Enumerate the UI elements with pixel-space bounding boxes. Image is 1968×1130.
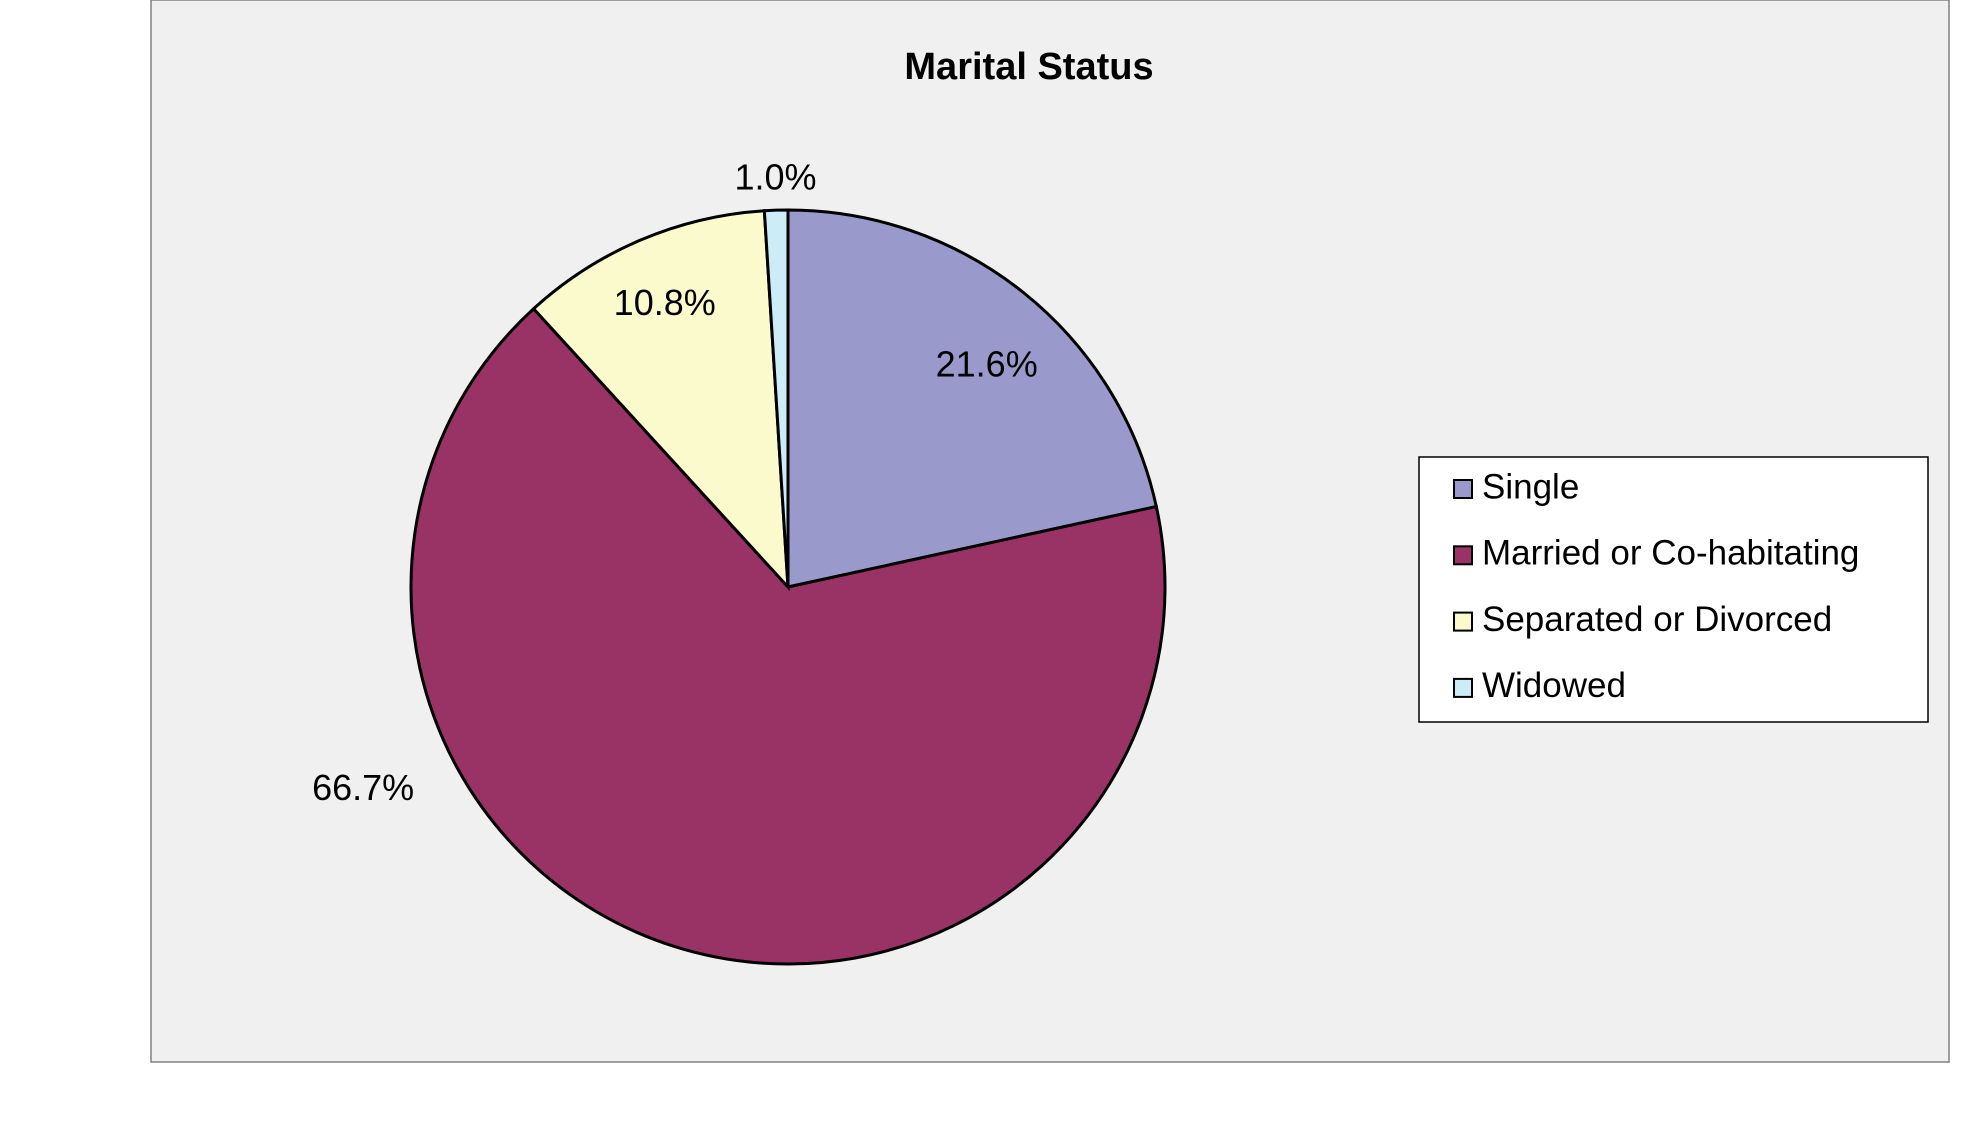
pie-slice: [409, 306, 1167, 966]
legend-label: Separated or Divorced: [1482, 600, 1832, 639]
legend: [1418, 456, 1929, 723]
pie-slice: [531, 209, 790, 592]
legend-swatch: [1453, 677, 1473, 698]
pie-slice: [762, 208, 790, 588]
chart-title: Marital Status: [904, 46, 1153, 88]
legend-swatch: [1453, 611, 1473, 632]
pie-slice: [786, 208, 1159, 589]
legend-label: Single: [1482, 467, 1579, 506]
data-label: 21.6%: [936, 344, 1038, 385]
legend-swatch: [1453, 545, 1473, 566]
data-label: 66.7%: [312, 767, 414, 808]
legend-label: Widowed: [1482, 666, 1626, 705]
data-label: 10.8%: [614, 282, 716, 323]
legend-swatch: [1453, 479, 1473, 499]
legend-label: Married or Co-habitating: [1482, 534, 1859, 573]
data-label: 1.0%: [735, 156, 817, 197]
